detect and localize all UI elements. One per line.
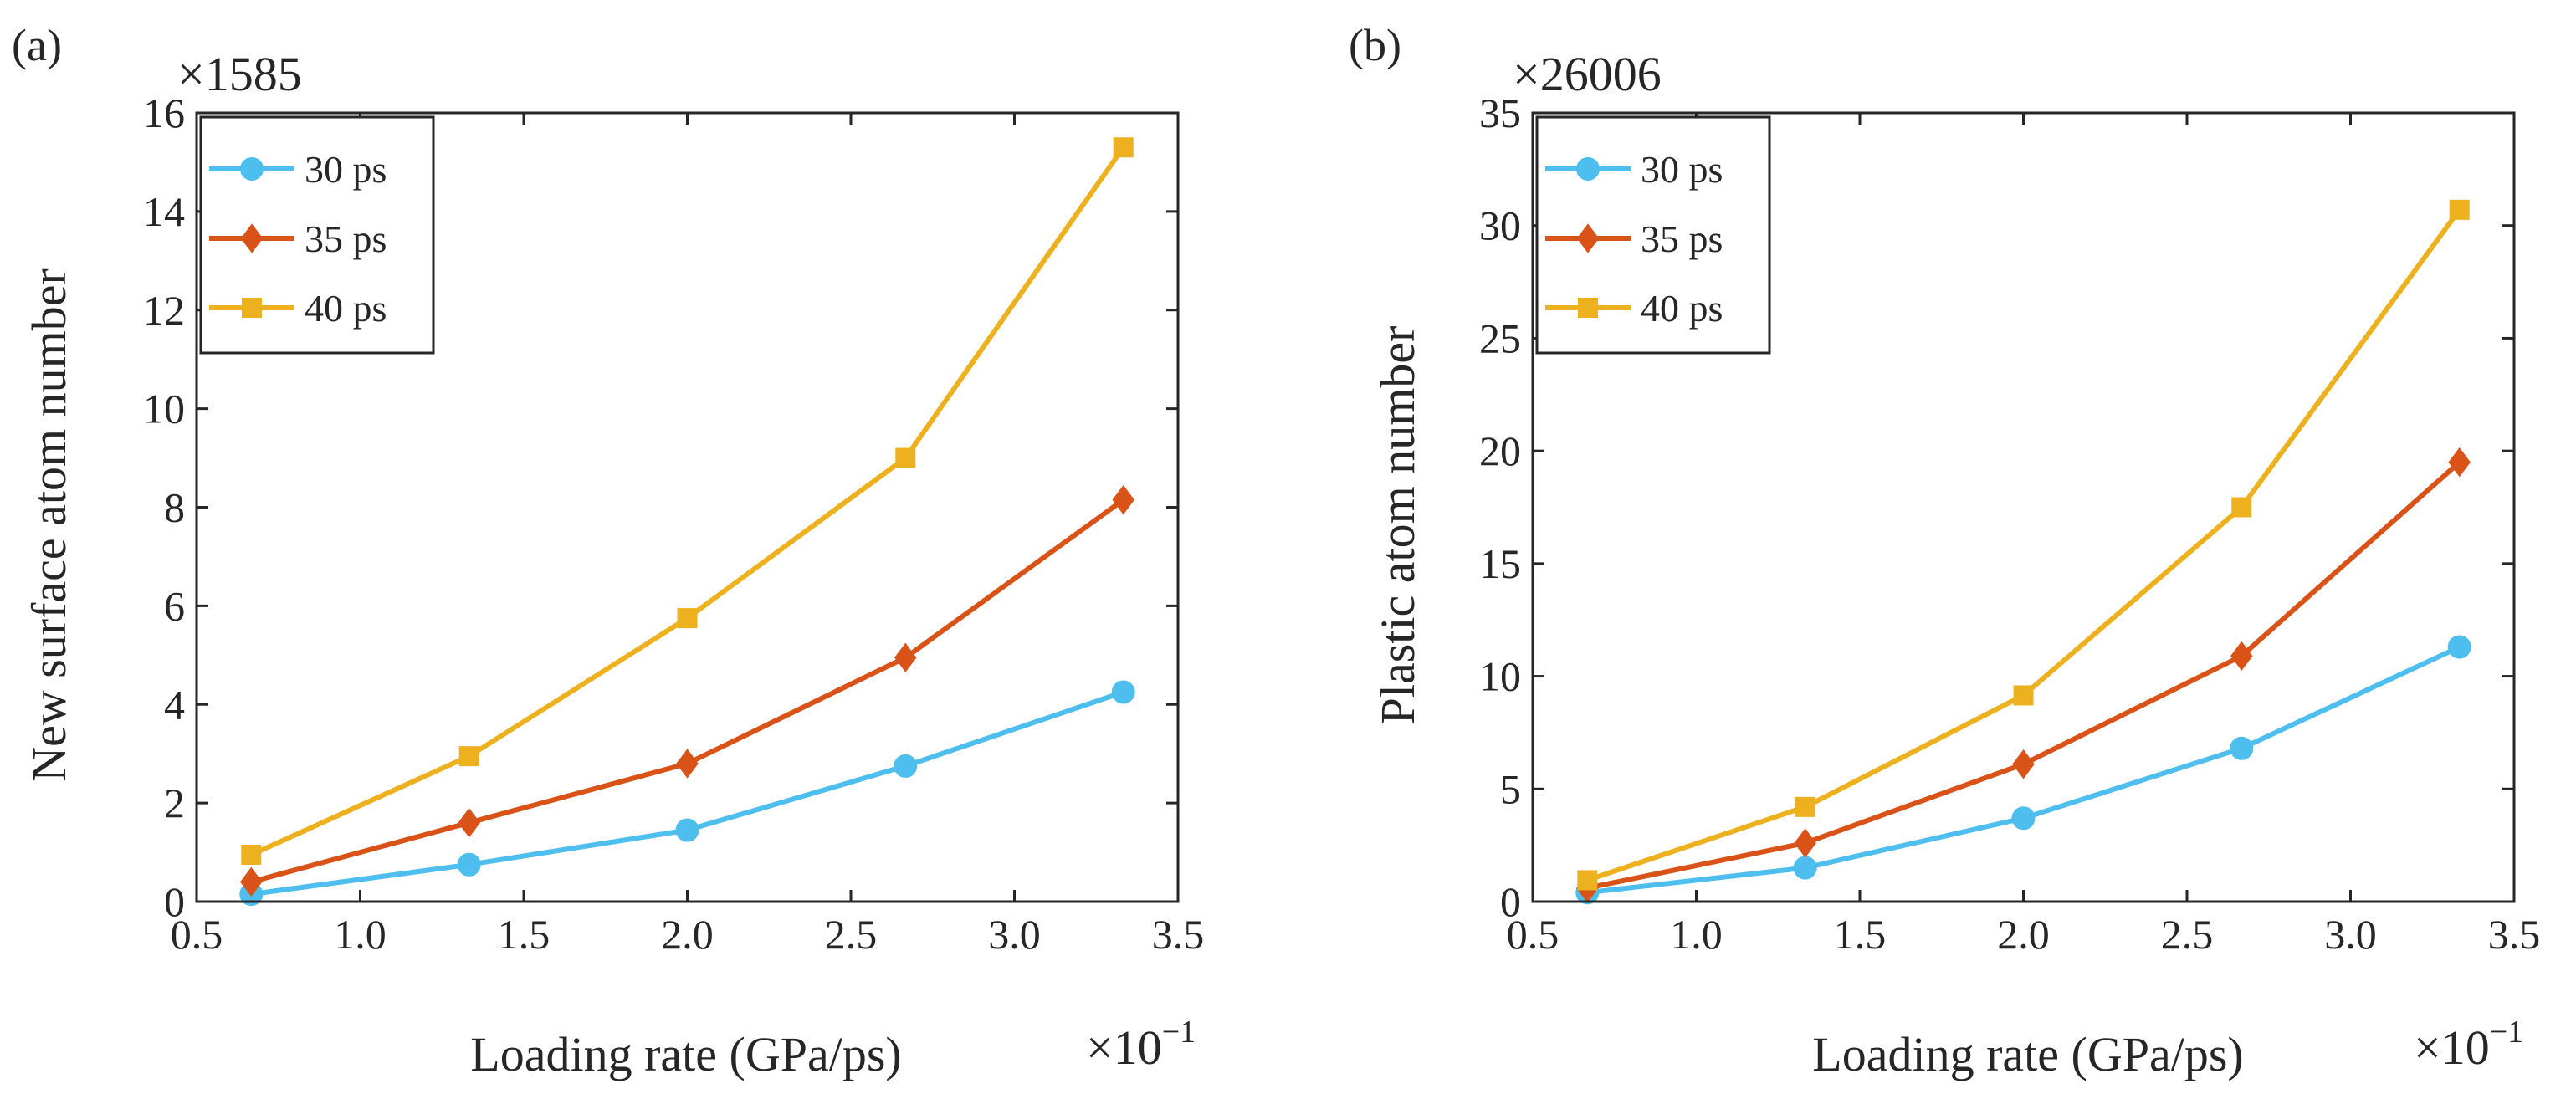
data-point-35-ps	[676, 749, 699, 779]
panel-b: (b) ×26006 Plastic atom number Loading r…	[1349, 20, 2540, 1081]
data-point-30-ps	[457, 852, 481, 877]
legend-label: 30 ps	[1641, 148, 1723, 191]
legend-label: 35 ps	[1641, 217, 1723, 260]
y-tick-label: 10	[143, 386, 185, 432]
data-point-30-ps	[1793, 856, 1817, 880]
x-tick-label: 0.5	[171, 911, 223, 958]
data-point-30-ps	[675, 818, 699, 842]
panel-b-x-multiplier: ×10−1	[2414, 1015, 2523, 1075]
data-point-35-ps	[2230, 641, 2253, 671]
data-point-40-ps	[895, 447, 916, 468]
legend-box	[1535, 115, 1771, 355]
panel-b-y-multiplier: ×26006	[1513, 47, 1662, 101]
panel-a-ticks: 0.5 1.0 1.5 2.0 2.5 3.0 3.5 0 2 4 6 8 10 12 14 16	[143, 89, 1204, 958]
data-point-40-ps	[458, 746, 479, 767]
panel-b-axes-frame	[1531, 111, 2516, 903]
data-point-30-ps	[894, 754, 918, 778]
y-tick-label: 6	[164, 582, 185, 629]
data-point-35-ps	[240, 866, 263, 897]
legend-box	[199, 115, 435, 355]
legend-label: 35 ps	[305, 217, 387, 260]
y-tick-label: 8	[164, 484, 185, 531]
x-tick-label: 3.5	[1152, 911, 1205, 958]
data-point-40-ps	[1577, 870, 1598, 891]
legend-marker	[1576, 223, 1600, 253]
legend-marker	[240, 223, 264, 253]
y-tick-label: 12	[143, 287, 185, 334]
panel-b-y-axis-label: Plastic atom number	[1370, 326, 1425, 725]
legend-marker	[242, 298, 262, 318]
y-tick-label: 15	[1479, 540, 1521, 587]
panel-b-x-axis-label: Loading rate (GPa/ps)	[1812, 1027, 2243, 1081]
data-point-35-ps	[2012, 749, 2035, 779]
data-point-35-ps	[1794, 828, 1816, 858]
panel-a-x-axis-label: Loading rate (GPa/ps)	[470, 1027, 901, 1081]
panel-a-plot-area	[239, 137, 1135, 907]
data-point-40-ps	[1795, 796, 1815, 817]
x-tick-label: 2.0	[1997, 911, 2050, 958]
data-point-40-ps	[2449, 199, 2470, 220]
y-tick-label: 16	[143, 89, 185, 136]
panel-a: (a) ×1585 New surface atom number Loadin…	[12, 20, 1204, 1081]
data-point-30-ps	[2447, 635, 2471, 659]
legend-label: 40 ps	[305, 287, 387, 330]
x-tick-label: 2.5	[2161, 911, 2214, 958]
y-tick-label: 5	[1500, 765, 1521, 812]
y-tick-label: 0	[1500, 878, 1521, 925]
legend-label: 40 ps	[1641, 287, 1723, 330]
panel-a-legend: 30 ps 35 ps 40 ps	[199, 115, 435, 355]
x-tick-label: 1.0	[1670, 911, 1723, 958]
data-point-30-ps	[2011, 806, 2036, 831]
data-point-35-ps	[1112, 484, 1134, 515]
x-tick-label: 1.5	[1834, 911, 1887, 958]
y-tick-label: 14	[143, 188, 185, 235]
data-point-40-ps	[2231, 497, 2252, 518]
y-tick-label: 35	[1479, 89, 1521, 136]
x-tick-label: 1.5	[498, 911, 551, 958]
y-tick-label: 25	[1479, 314, 1521, 361]
panel-a-x-multiplier: ×10−1	[1086, 1015, 1196, 1075]
panel-a-label: (a)	[12, 20, 62, 70]
x-tick-label: 1.0	[334, 911, 387, 958]
panel-a-y-multiplier: ×1585	[177, 47, 302, 101]
legend-label: 30 ps	[305, 148, 387, 191]
panel-a-y-axis-label: New surface atom number	[22, 268, 76, 782]
data-point-40-ps	[241, 845, 262, 866]
data-point-30-ps	[1111, 680, 1135, 704]
panel-a-axes-frame	[195, 111, 1180, 903]
data-point-30-ps	[2230, 736, 2254, 760]
legend-marker	[240, 157, 264, 181]
data-point-35-ps	[894, 642, 917, 672]
panel-b-label: (b)	[1349, 20, 1401, 70]
panel-b-legend: 30 ps 35 ps 40 ps	[1535, 115, 1771, 355]
y-tick-label: 10	[1479, 653, 1521, 700]
panel-b-plot-area	[1575, 199, 2471, 905]
data-point-40-ps	[677, 608, 698, 629]
x-tick-label: 2.5	[825, 911, 878, 958]
data-point-35-ps	[458, 808, 480, 838]
x-tick-label: 3.0	[2324, 911, 2377, 958]
data-point-40-ps	[2013, 685, 2034, 706]
panel-b-ticks: 0.5 1.0 1.5 2.0 2.5 3.0 3.5 0 5 10 15 20 25 30 35	[1479, 89, 2540, 958]
legend-marker	[1576, 157, 1600, 181]
y-tick-label: 0	[164, 878, 185, 925]
y-tick-label: 2	[164, 779, 185, 826]
legend-marker	[1578, 298, 1598, 318]
x-tick-label: 2.0	[661, 911, 714, 958]
data-point-35-ps	[2448, 447, 2471, 478]
y-tick-label: 20	[1479, 427, 1521, 474]
y-tick-label: 4	[164, 681, 185, 728]
y-tick-label: 30	[1479, 202, 1521, 249]
x-tick-label: 0.5	[1507, 911, 1559, 958]
x-tick-label: 3.5	[2488, 911, 2541, 958]
data-point-40-ps	[1113, 137, 1134, 158]
x-tick-label: 3.0	[988, 911, 1041, 958]
